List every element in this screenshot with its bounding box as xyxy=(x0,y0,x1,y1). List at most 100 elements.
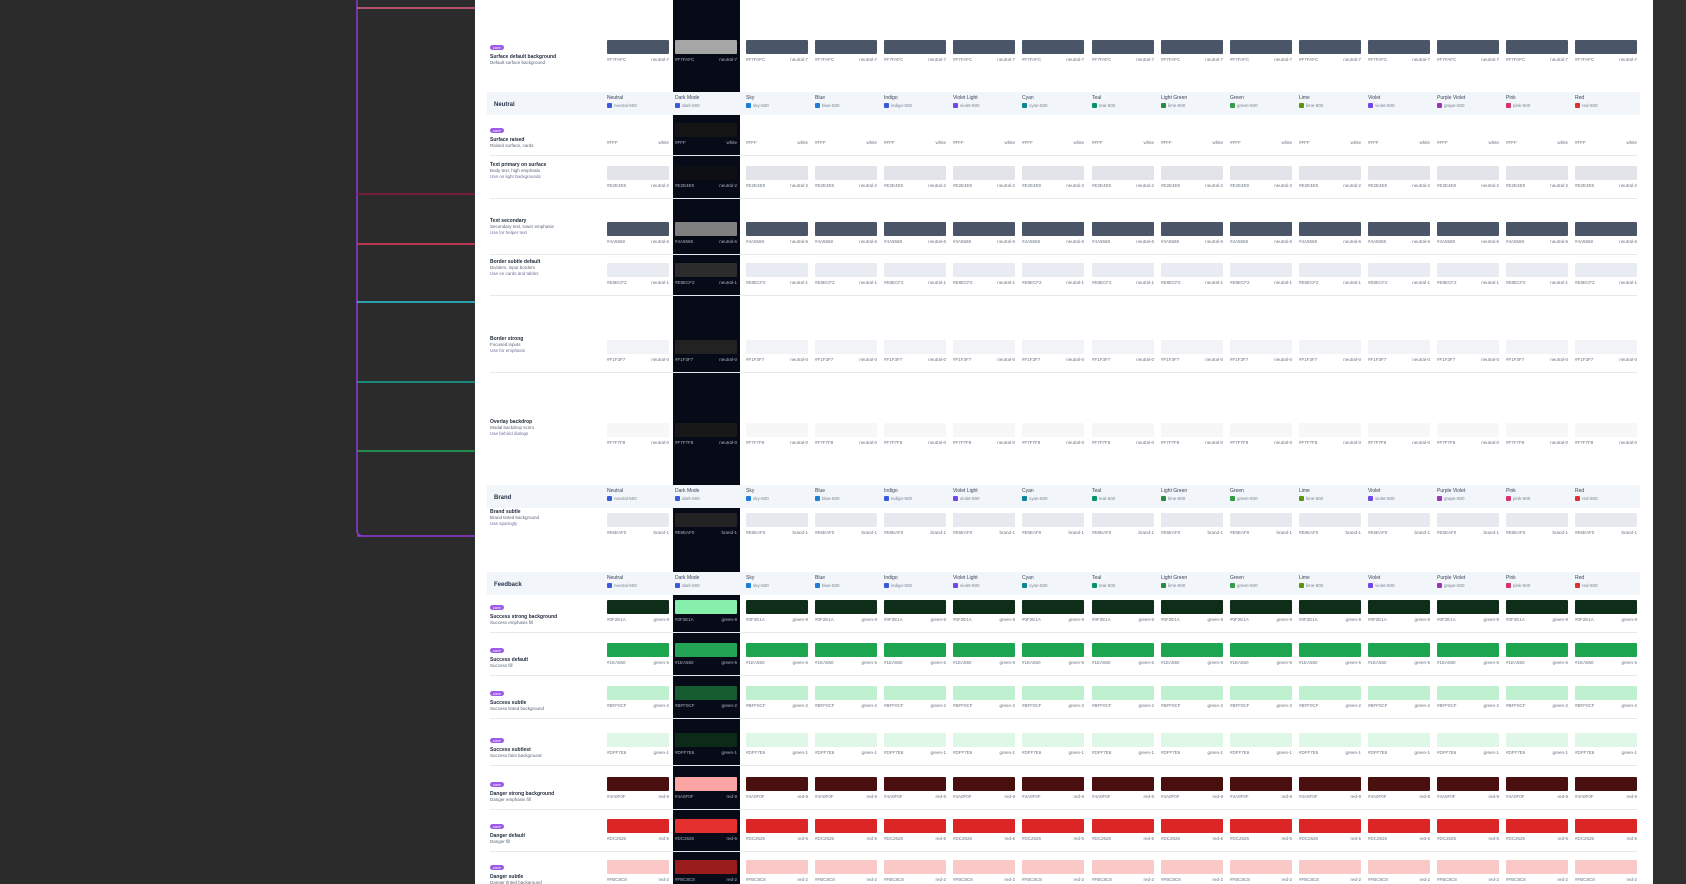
token-row-label[interactable]: Border strong Focused inputs Use for empha… xyxy=(490,336,596,353)
color-swatch[interactable] xyxy=(815,222,877,236)
color-swatch[interactable] xyxy=(1437,860,1499,874)
color-swatch[interactable] xyxy=(1092,600,1154,614)
column-header[interactable]: Pink pink-500 xyxy=(1506,488,1568,502)
color-swatch[interactable] xyxy=(1368,860,1430,874)
color-swatch[interactable] xyxy=(1022,643,1084,657)
color-swatch[interactable] xyxy=(1437,819,1499,833)
column-header[interactable]: Violet violet-500 xyxy=(1368,95,1430,109)
color-swatch[interactable] xyxy=(1092,777,1154,791)
color-swatch[interactable] xyxy=(1506,860,1568,874)
color-swatch[interactable] xyxy=(1092,733,1154,747)
color-swatch[interactable] xyxy=(1161,777,1223,791)
color-swatch[interactable] xyxy=(1161,123,1223,137)
color-swatch[interactable] xyxy=(1161,686,1223,700)
color-swatch[interactable] xyxy=(953,340,1015,354)
color-swatch[interactable] xyxy=(1575,600,1637,614)
color-swatch[interactable] xyxy=(746,423,808,437)
color-swatch[interactable] xyxy=(1575,222,1637,236)
color-swatch[interactable] xyxy=(1575,166,1637,180)
color-swatch[interactable] xyxy=(1437,166,1499,180)
color-swatch[interactable] xyxy=(1506,222,1568,236)
color-swatch[interactable] xyxy=(1022,340,1084,354)
token-row-label[interactable]: core Success subtlest Success faint backgr… xyxy=(490,729,596,759)
color-swatch[interactable] xyxy=(1299,686,1361,700)
column-header[interactable]: Cyan cyan-500 xyxy=(1022,488,1084,502)
color-swatch[interactable] xyxy=(1506,166,1568,180)
color-swatch[interactable] xyxy=(815,643,877,657)
color-swatch[interactable] xyxy=(1437,123,1499,137)
color-swatch[interactable] xyxy=(746,166,808,180)
color-swatch[interactable] xyxy=(1230,40,1292,54)
color-swatch[interactable] xyxy=(1022,819,1084,833)
color-swatch[interactable] xyxy=(1230,819,1292,833)
color-swatch[interactable] xyxy=(607,513,669,527)
color-swatch[interactable] xyxy=(1022,423,1084,437)
token-row-label[interactable]: Text primary on surface Body text, high e… xyxy=(490,162,596,179)
column-header[interactable]: Lime lime-500 xyxy=(1299,488,1361,502)
color-swatch[interactable] xyxy=(953,819,1015,833)
color-swatch[interactable] xyxy=(1299,263,1361,277)
column-header[interactable]: Pink pink-500 xyxy=(1506,95,1568,109)
color-swatch[interactable] xyxy=(953,423,1015,437)
color-swatch[interactable] xyxy=(1230,777,1292,791)
color-swatch[interactable] xyxy=(1368,423,1430,437)
color-swatch[interactable] xyxy=(607,423,669,437)
column-header[interactable]: Teal teal-500 xyxy=(1092,95,1154,109)
color-swatch[interactable] xyxy=(1506,263,1568,277)
color-swatch[interactable] xyxy=(953,40,1015,54)
design-token-board[interactable]: Neutral Neutral neutral-500 Dark Mode dark-5… xyxy=(475,0,1653,884)
color-swatch[interactable] xyxy=(746,643,808,657)
color-swatch[interactable] xyxy=(884,166,946,180)
color-swatch[interactable] xyxy=(884,777,946,791)
color-swatch[interactable] xyxy=(953,860,1015,874)
color-swatch[interactable] xyxy=(607,123,669,137)
color-swatch[interactable] xyxy=(815,123,877,137)
color-swatch[interactable] xyxy=(675,513,737,527)
color-swatch[interactable] xyxy=(1161,340,1223,354)
color-swatch[interactable] xyxy=(1022,222,1084,236)
column-header[interactable]: Blue blue-500 xyxy=(815,575,877,589)
color-swatch[interactable] xyxy=(1299,643,1361,657)
color-swatch[interactable] xyxy=(1022,600,1084,614)
color-swatch[interactable] xyxy=(607,166,669,180)
color-swatch[interactable] xyxy=(1437,340,1499,354)
color-swatch[interactable] xyxy=(815,686,877,700)
color-swatch[interactable] xyxy=(1506,600,1568,614)
token-row-label[interactable]: core Danger subtle Danger tinted backgroun… xyxy=(490,856,596,884)
color-swatch[interactable] xyxy=(1575,643,1637,657)
color-swatch[interactable] xyxy=(1437,423,1499,437)
color-swatch[interactable] xyxy=(1368,513,1430,527)
color-swatch[interactable] xyxy=(1437,40,1499,54)
column-header[interactable]: Blue blue-500 xyxy=(815,95,877,109)
token-row-label[interactable]: core Danger strong background Danger empha… xyxy=(490,773,596,803)
color-swatch[interactable] xyxy=(884,263,946,277)
color-swatch[interactable] xyxy=(1092,819,1154,833)
token-row-label[interactable]: core Success subtle Success tinted backgro… xyxy=(490,682,596,712)
color-swatch[interactable] xyxy=(953,123,1015,137)
token-row-label[interactable]: Brand subtle Brand tinted background Use s… xyxy=(490,509,596,526)
color-swatch[interactable] xyxy=(1506,40,1568,54)
color-swatch[interactable] xyxy=(607,340,669,354)
column-header[interactable]: Cyan cyan-500 xyxy=(1022,575,1084,589)
color-swatch[interactable] xyxy=(953,733,1015,747)
color-swatch[interactable] xyxy=(1092,340,1154,354)
color-swatch[interactable] xyxy=(1299,222,1361,236)
color-swatch[interactable] xyxy=(1230,733,1292,747)
color-swatch[interactable] xyxy=(675,643,737,657)
column-header[interactable]: Pink pink-500 xyxy=(1506,575,1568,589)
color-swatch[interactable] xyxy=(1022,777,1084,791)
color-swatch[interactable] xyxy=(884,222,946,236)
color-swatch[interactable] xyxy=(953,513,1015,527)
color-swatch[interactable] xyxy=(1299,123,1361,137)
color-swatch[interactable] xyxy=(746,263,808,277)
color-swatch[interactable] xyxy=(1022,513,1084,527)
color-swatch[interactable] xyxy=(1092,686,1154,700)
color-swatch[interactable] xyxy=(815,513,877,527)
color-swatch[interactable] xyxy=(1575,860,1637,874)
column-header[interactable]: Teal teal-500 xyxy=(1092,575,1154,589)
color-swatch[interactable] xyxy=(1299,600,1361,614)
token-row-label[interactable]: Border subtle default Dividers, input bor… xyxy=(490,259,596,276)
color-swatch[interactable] xyxy=(1368,123,1430,137)
color-swatch[interactable] xyxy=(1230,340,1292,354)
color-swatch[interactable] xyxy=(1092,423,1154,437)
